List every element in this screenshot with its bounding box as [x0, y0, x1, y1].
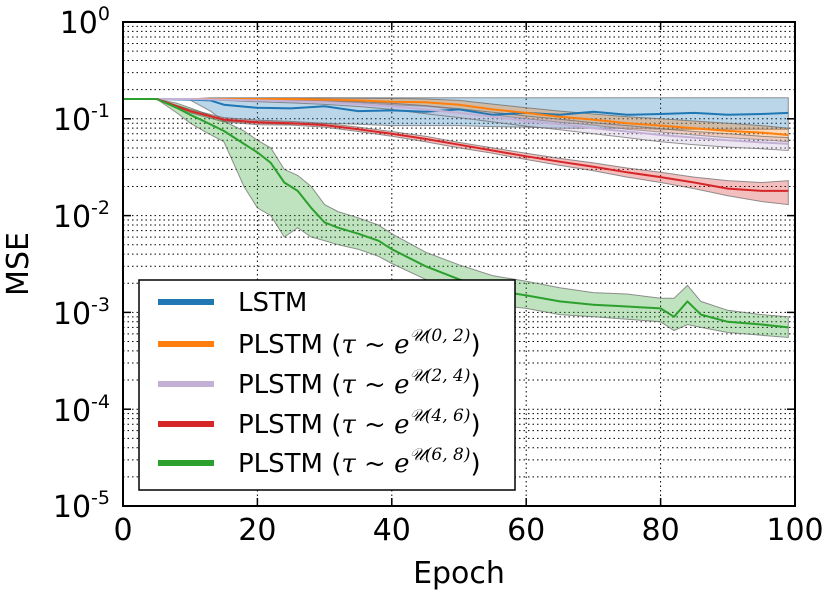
y-axis-title: MSE	[1, 232, 36, 296]
series-line	[123, 98, 789, 145]
confidence-band	[123, 98, 789, 206]
series-line	[123, 98, 789, 192]
y-tick-label: 100	[60, 3, 110, 41]
x-tick-label: 80	[642, 513, 680, 548]
y-tick-labels: 100 10-1 10-2 10-3 10-4 10-5	[53, 3, 110, 525]
y-tick-label: 10-3	[53, 294, 110, 332]
x-tick-label: 20	[238, 513, 276, 548]
y-tick-label: 10-2	[53, 197, 110, 235]
legend-label-plstm-2-4: PLSTM (τ ~ e𝒰(2, 4))	[238, 366, 481, 400]
x-tick-labels: 0 20 40 60 80 100	[113, 513, 823, 548]
legend-label-plstm-6-8: PLSTM (τ ~ e𝒰(6, 8))	[238, 445, 481, 479]
legend-label-plstm-4-6: PLSTM (τ ~ e𝒰(4, 6))	[238, 406, 481, 440]
series-line	[123, 98, 789, 329]
x-tick-label: 60	[507, 513, 545, 548]
x-tick-label: 0	[113, 513, 132, 548]
series-lines	[123, 98, 789, 329]
y-tick-label: 10-4	[53, 391, 110, 429]
x-tick-label: 40	[373, 513, 411, 548]
legend-label-plstm-0-2: PLSTM (τ ~ e𝒰(0, 2))	[238, 326, 481, 360]
y-tick-label: 10-1	[53, 100, 110, 138]
y-tick-label: 10-5	[53, 487, 110, 525]
x-axis-title: Epoch	[413, 556, 505, 590]
plot-frame	[122, 21, 796, 507]
legend-label-lstm: LSTM	[238, 288, 307, 318]
x-tick-label: 100	[766, 513, 823, 548]
legend: LSTM PLSTM (τ ~ e𝒰(0, 2)) PLSTM (τ ~ e𝒰(…	[138, 279, 516, 491]
axis-ticks	[122, 21, 796, 507]
